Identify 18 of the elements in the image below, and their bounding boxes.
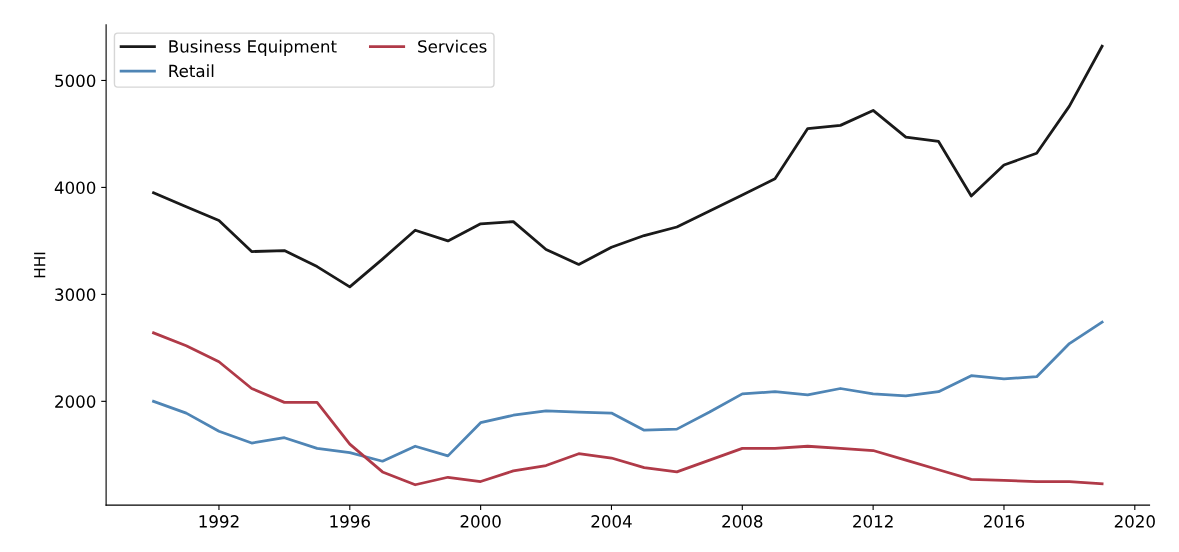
x-tick-label: 2004 (591, 515, 632, 528)
x-tick-label: 2008 (722, 515, 763, 528)
y-axis-title: HHI (34, 252, 46, 278)
y-tick-label: 3000 (55, 288, 96, 301)
legend-label: Services (418, 39, 487, 53)
line-series (152, 331, 1104, 487)
x-tick-label: 2012 (853, 515, 893, 528)
x-tick-label: 2020 (1114, 515, 1155, 528)
y-tick-label: 4000 (54, 181, 96, 194)
y-tick-label: 5000 (55, 74, 96, 88)
legend-label: Retail (169, 64, 214, 78)
x-tick-label: 1992 (199, 515, 239, 528)
y-tick-label: 2000 (55, 395, 96, 408)
x-tick-label: 2000 (460, 515, 501, 528)
legend-label: Business Equipment (169, 39, 337, 56)
x-tick-label: 2016 (983, 515, 1025, 528)
x-tick-label: 1996 (330, 515, 370, 528)
line-series (152, 320, 1104, 463)
